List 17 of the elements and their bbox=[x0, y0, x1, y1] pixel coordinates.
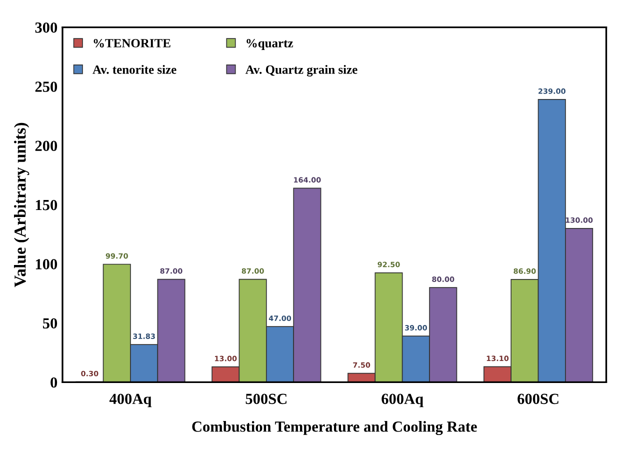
x-tick-label: 600SC bbox=[518, 394, 558, 404]
x-tick-label: 400Aq bbox=[109, 394, 152, 408]
x-tick-label: 600Aq bbox=[382, 394, 424, 408]
y-tick-label: 250 bbox=[35, 82, 58, 92]
y-tick-label: 300 bbox=[35, 22, 58, 33]
y-tick-label: 0 bbox=[50, 377, 58, 388]
y-tick-label: 150 bbox=[36, 200, 58, 210]
x-tick-label: 500SC bbox=[246, 394, 286, 404]
legend-label: Av. Quartz grain size bbox=[245, 65, 358, 76]
y-tick-label: 200 bbox=[35, 140, 58, 152]
y-tick-label: 50 bbox=[42, 318, 58, 328]
legend-label: %quartz bbox=[246, 38, 294, 50]
legend-label: %TENORITE bbox=[94, 38, 170, 48]
y-tick-label: 100 bbox=[36, 259, 58, 270]
legend-label: Av. tenorite size bbox=[92, 65, 176, 74]
y-axis-title: Value (Arbitrary units) bbox=[14, 122, 30, 288]
x-axis-title: Combustion Temperature and Cooling Rate bbox=[192, 421, 477, 436]
